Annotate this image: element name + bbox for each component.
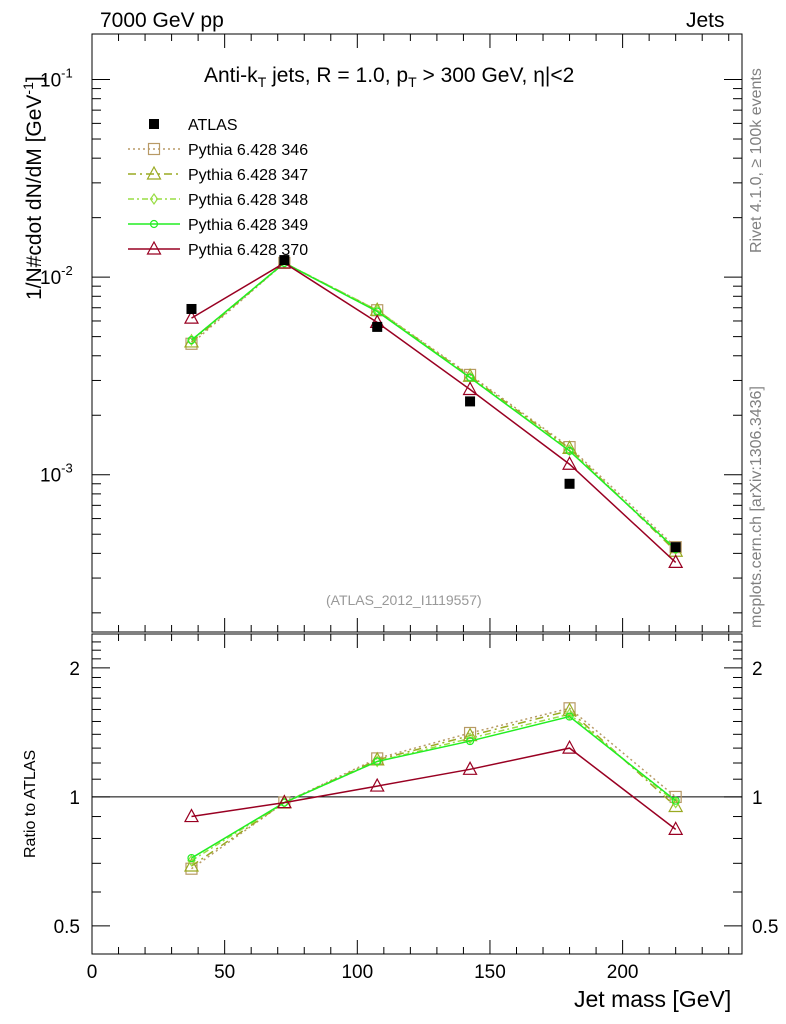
- mcplots-label: mcplots.cern.ch [arXiv:1306.3436]: [748, 386, 765, 628]
- ratio-point: [565, 708, 574, 721]
- ratio-point: [372, 755, 382, 768]
- category-label: Jets: [686, 9, 725, 32]
- series-point: [187, 336, 196, 345]
- x-tick-label: 50: [214, 962, 235, 983]
- legend-marker: [149, 219, 159, 229]
- legend-label: Pythia 6.428 346: [188, 142, 308, 159]
- ratio-line-1: [191, 709, 677, 867]
- x-tick-label: 100: [341, 962, 373, 983]
- data-point: [186, 303, 197, 314]
- y-tick-label-right: 2: [752, 659, 763, 680]
- ratio-point: [183, 808, 199, 823]
- ratio-line-4: [191, 747, 677, 830]
- ratio-y-axis-label: Ratio to ATLAS: [22, 749, 39, 858]
- ratio-line-2: [191, 713, 677, 862]
- analysis-label: (ATLAS_2012_I1119557): [326, 592, 482, 608]
- ratio-point: [183, 857, 199, 872]
- y-tick-label-right: 1: [752, 788, 763, 809]
- series-point: [462, 381, 478, 396]
- main-frame: [91, 33, 743, 633]
- x-axis-label: Jet mass [GeV]: [574, 986, 732, 1012]
- y-tick-label: 2: [69, 659, 80, 680]
- series-point: [185, 337, 198, 350]
- ratio-point: [373, 757, 382, 766]
- ratio-frame: [91, 633, 743, 955]
- series-line-1: [191, 262, 677, 552]
- series-point: [565, 446, 574, 456]
- legend-marker: [149, 192, 159, 206]
- ratio-point: [369, 777, 385, 792]
- ratio-point: [276, 794, 292, 809]
- ratio-panel: 0 50 100 150 200 0.5 0.5 1 1 2 2: [54, 633, 778, 983]
- ratio-point: [565, 712, 574, 721]
- data-point: [465, 396, 476, 407]
- legend-label: ATLAS: [188, 117, 238, 134]
- data-point: [670, 542, 681, 553]
- ratio-point: [562, 702, 578, 717]
- series-point: [183, 309, 199, 324]
- ratio-point: [671, 796, 680, 809]
- energy-label: 7000 GeV pp: [100, 9, 224, 32]
- ratio-point: [462, 761, 478, 775]
- ratio-line-3: [191, 715, 677, 859]
- data-point: [372, 321, 383, 332]
- y-tick-exponent: -3: [61, 461, 73, 476]
- x-tick-label: 0: [87, 962, 98, 983]
- legend-label: Pythia 6.428 347: [188, 167, 308, 184]
- series-line-2: [191, 262, 677, 550]
- main-panel: 10-110-210-3: [40, 33, 743, 633]
- ratio-point: [187, 854, 196, 867]
- ratio-point: [465, 736, 475, 746]
- rivet-label: Rivet 4.1.0, ≥ 100k events: [748, 68, 765, 253]
- legend-marker: [149, 119, 159, 129]
- series-line-0: [190, 262, 677, 548]
- y-tick-exponent: -2: [61, 263, 73, 278]
- series-point: [668, 554, 684, 569]
- legend-marker: [146, 165, 162, 180]
- legend-label: Pythia 6.428 370: [188, 242, 308, 259]
- series-point: [465, 373, 475, 382]
- plot-title: Anti-kT jets, R = 1.0, pT > 300 GeV, η|<…: [204, 64, 575, 91]
- data-point: [564, 478, 575, 489]
- y-tick-label: 1: [69, 788, 80, 809]
- y-tick-exponent: -1: [61, 66, 73, 81]
- series-line-3: [191, 262, 677, 550]
- x-tick-label: 200: [607, 962, 639, 983]
- ratio-point: [671, 796, 680, 805]
- ratio-line-0: [191, 707, 677, 870]
- series-point: [562, 455, 578, 470]
- ratio-point: [668, 821, 684, 835]
- data-point: [279, 255, 290, 266]
- y-axis-label: 1/N#cdot dN/dM [GeV-1]: [20, 76, 46, 300]
- y-tick-label-right: 0.5: [752, 917, 778, 938]
- ratio-point: [187, 853, 196, 863]
- legend-label: Pythia 6.428 348: [188, 192, 308, 209]
- y-tick-label: 10-3: [40, 461, 73, 487]
- ratio-point: [465, 732, 475, 745]
- legend-marker: [147, 142, 161, 156]
- legend-marker: [146, 240, 162, 255]
- legend-label: Pythia 6.428 349: [188, 217, 308, 234]
- ratio-point: [668, 798, 684, 813]
- y-tick-label: 0.5: [54, 917, 80, 938]
- series-line-4: [191, 262, 677, 563]
- ratio-point: [562, 739, 578, 754]
- x-tick-label: 150: [474, 962, 506, 983]
- legend: ATLAS Pythia 6.428 346 Pythia 6.428 347 Pyt…: [128, 117, 308, 259]
